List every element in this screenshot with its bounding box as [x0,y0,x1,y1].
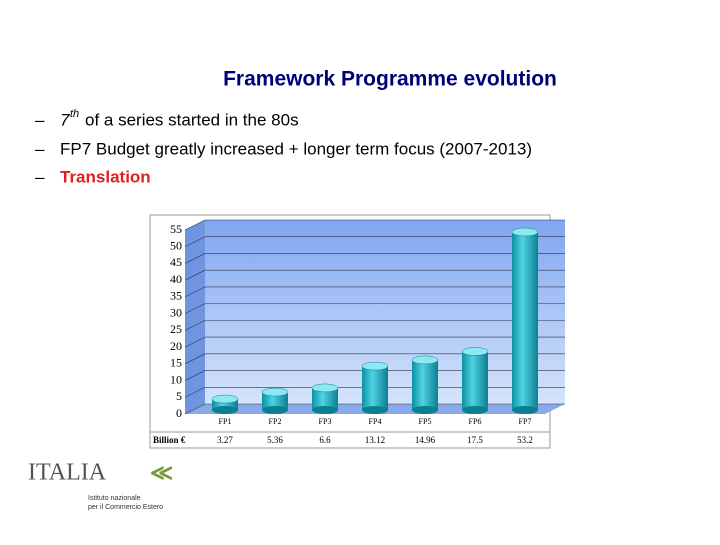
y-tick-label: 15 [170,356,182,370]
value-label: 17.5 [467,435,483,445]
value-label: 6.6 [319,435,331,445]
bar-top [411,355,439,365]
unit-label: Billion € [153,435,186,445]
y-tick-label: 10 [170,372,182,386]
x-tick-label: FP3 [319,417,332,426]
grid-line-side [184,387,206,398]
bullet-sup: th [70,108,79,120]
grid-line-side [184,320,206,331]
x-tick-label: FP6 [469,417,482,426]
grid-line-side [184,336,206,348]
value-label: 14.96 [415,435,436,445]
value-label: 13.12 [365,435,385,445]
bar-bottom [462,406,488,414]
bar-top [361,361,389,371]
bar-top [511,227,539,237]
value-label: 3.27 [217,435,233,445]
x-tick-label: FP7 [519,417,532,426]
grid-line-side [184,370,206,381]
grid-line-side [184,286,206,298]
bar-bottom [362,406,388,414]
bar [462,351,488,410]
y-tick-label: 45 [170,255,182,269]
y-tick-label: 35 [170,289,182,303]
grid-line-side [184,236,206,247]
value-label: 53.2 [517,435,533,445]
bullet-text: FP7 Budget greatly increased + longer te… [60,139,532,158]
bullet-text: of a series started in the 80s [85,110,299,129]
plot: 0 5 10 15 20 25 30 35 40 45 50 55 Billion € FP1 3.27 FP… [153,219,565,445]
grid-line-side [184,353,206,365]
y-tick-label: 5 [176,389,182,403]
bar [512,232,538,410]
grid-line-side [184,219,206,231]
logo-mark: ≪ [150,460,173,485]
y-tick-label: 0 [176,406,182,420]
x-tick-label: FP4 [369,417,382,426]
grid-line-side [184,303,206,314]
y-tick-label: 30 [170,305,182,319]
x-tick-label: FP1 [219,417,232,426]
bar [412,359,438,410]
bullet-text: Translation [60,167,151,186]
y-tick-label: 20 [170,339,182,353]
y-tick-label: 25 [170,322,182,336]
grid-line-side [184,269,206,281]
y-tick-label: 40 [170,272,182,286]
bar [212,399,238,410]
x-tick-label: FP2 [269,417,282,426]
bullet-dash: – [35,139,45,158]
bar-top [461,347,489,356]
bar-bottom [212,406,238,414]
logo-line: Istituto nazionale [88,495,141,502]
bar-bottom [412,406,438,414]
slide-title: Framework Programme evolution [223,68,557,91]
bar [362,366,388,410]
bar-top [261,387,289,397]
logo-name: ITALIA [28,460,107,486]
bar [262,392,288,410]
bullet-dash: – [35,167,45,186]
y-tick-label: 55 [170,222,182,236]
side-wall [185,220,205,414]
grid-line-side [184,253,206,264]
x-tick-label: FP5 [419,417,432,426]
bar-bottom [262,406,288,414]
y-tick-label: 50 [170,238,182,252]
logo-line: per il Commercio Estero [88,504,163,511]
bar-top [211,394,239,404]
bar [312,387,338,410]
value-label: 5.36 [267,435,283,445]
bar-bottom [312,406,338,414]
grid-line-side [184,403,206,415]
bar-bottom [512,406,538,414]
bullet-number: 7 [60,110,70,129]
bullet-dash: – [35,110,45,129]
bar-top [311,383,339,393]
